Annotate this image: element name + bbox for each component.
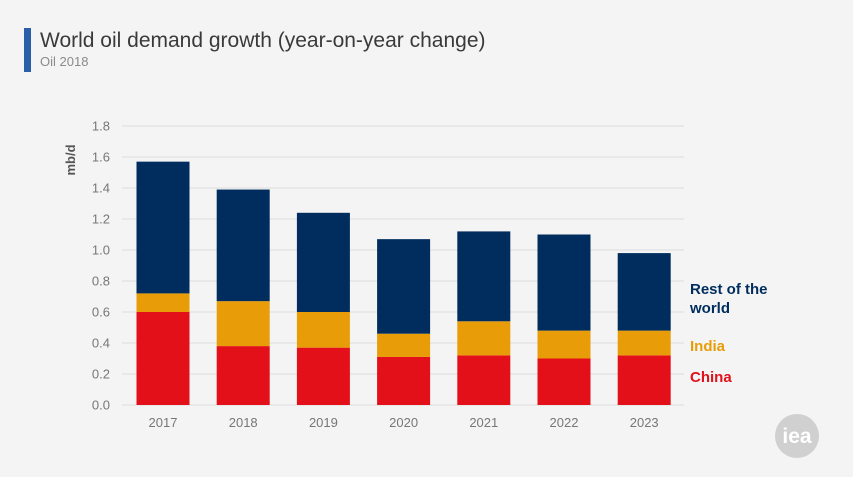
logo-text: iea xyxy=(782,425,812,448)
y-tick-label: 0.8 xyxy=(92,274,110,289)
bar-stacks xyxy=(136,161,671,405)
bar-china-2019 xyxy=(296,347,350,405)
y-tick-label: 0.2 xyxy=(92,367,110,382)
y-tick-label: 0.0 xyxy=(92,398,110,413)
bar-rest-2020 xyxy=(377,239,431,334)
legend-line: world xyxy=(689,300,730,317)
chart-subtitle: Oil 2018 xyxy=(40,54,89,69)
y-tick-label: 0.4 xyxy=(92,336,110,351)
y-tick-label: 1.0 xyxy=(92,243,110,258)
x-tick-label: 2018 xyxy=(229,415,258,430)
bar-china-2022 xyxy=(537,358,591,405)
bar-rest-2017 xyxy=(136,161,190,294)
bar-rest-2019 xyxy=(296,212,350,312)
y-tick-label: 1.6 xyxy=(92,150,110,165)
bar-rest-2021 xyxy=(457,231,511,322)
y-axis-ticks: 0.0 0.2 0.4 0.6 0.8 1.0 1.2 1.4 1.6 1.8 xyxy=(92,119,110,413)
x-tick-label: 2019 xyxy=(309,415,338,430)
bar-india-2023 xyxy=(617,330,671,356)
legend-india: India xyxy=(690,338,726,355)
legend-china: China xyxy=(690,369,732,386)
y-axis-label: mb/d xyxy=(63,144,78,175)
x-tick-label: 2021 xyxy=(469,415,498,430)
legend-rest: Rest of the world xyxy=(689,281,768,317)
bar-rest-2022 xyxy=(537,234,591,331)
y-tick-label: 1.8 xyxy=(92,119,110,134)
y-tick-label: 1.4 xyxy=(92,181,110,196)
x-axis-ticks: 2017 2018 2019 2020 2021 2022 2023 xyxy=(149,415,659,430)
x-tick-label: 2017 xyxy=(149,415,178,430)
bar-china-2021 xyxy=(457,355,511,405)
title-accent-bar xyxy=(24,28,31,72)
y-tick-label: 1.2 xyxy=(92,212,110,227)
bar-rest-2018 xyxy=(216,189,270,302)
bar-china-2023 xyxy=(617,355,671,405)
bar-china-2018 xyxy=(216,346,270,405)
bar-india-2017 xyxy=(136,293,190,312)
bar-india-2019 xyxy=(296,312,350,348)
y-tick-label: 0.6 xyxy=(92,305,110,320)
bar-india-2021 xyxy=(457,321,511,356)
x-tick-label: 2023 xyxy=(630,415,659,430)
x-tick-label: 2020 xyxy=(389,415,418,430)
bar-china-2020 xyxy=(377,356,431,405)
bar-china-2017 xyxy=(136,312,190,405)
bar-india-2022 xyxy=(537,330,591,359)
chart-title: World oil demand growth (year-on-year ch… xyxy=(40,29,486,52)
legend-line: Rest of the xyxy=(690,281,768,298)
legend-line: China xyxy=(690,369,732,386)
bar-india-2020 xyxy=(377,333,431,357)
x-tick-label: 2022 xyxy=(550,415,579,430)
legend: Rest of the world India China xyxy=(689,281,768,386)
iea-logo-icon: iea xyxy=(775,414,819,458)
bar-rest-2023 xyxy=(617,253,671,331)
bar-india-2018 xyxy=(216,301,270,347)
legend-line: India xyxy=(690,338,726,355)
